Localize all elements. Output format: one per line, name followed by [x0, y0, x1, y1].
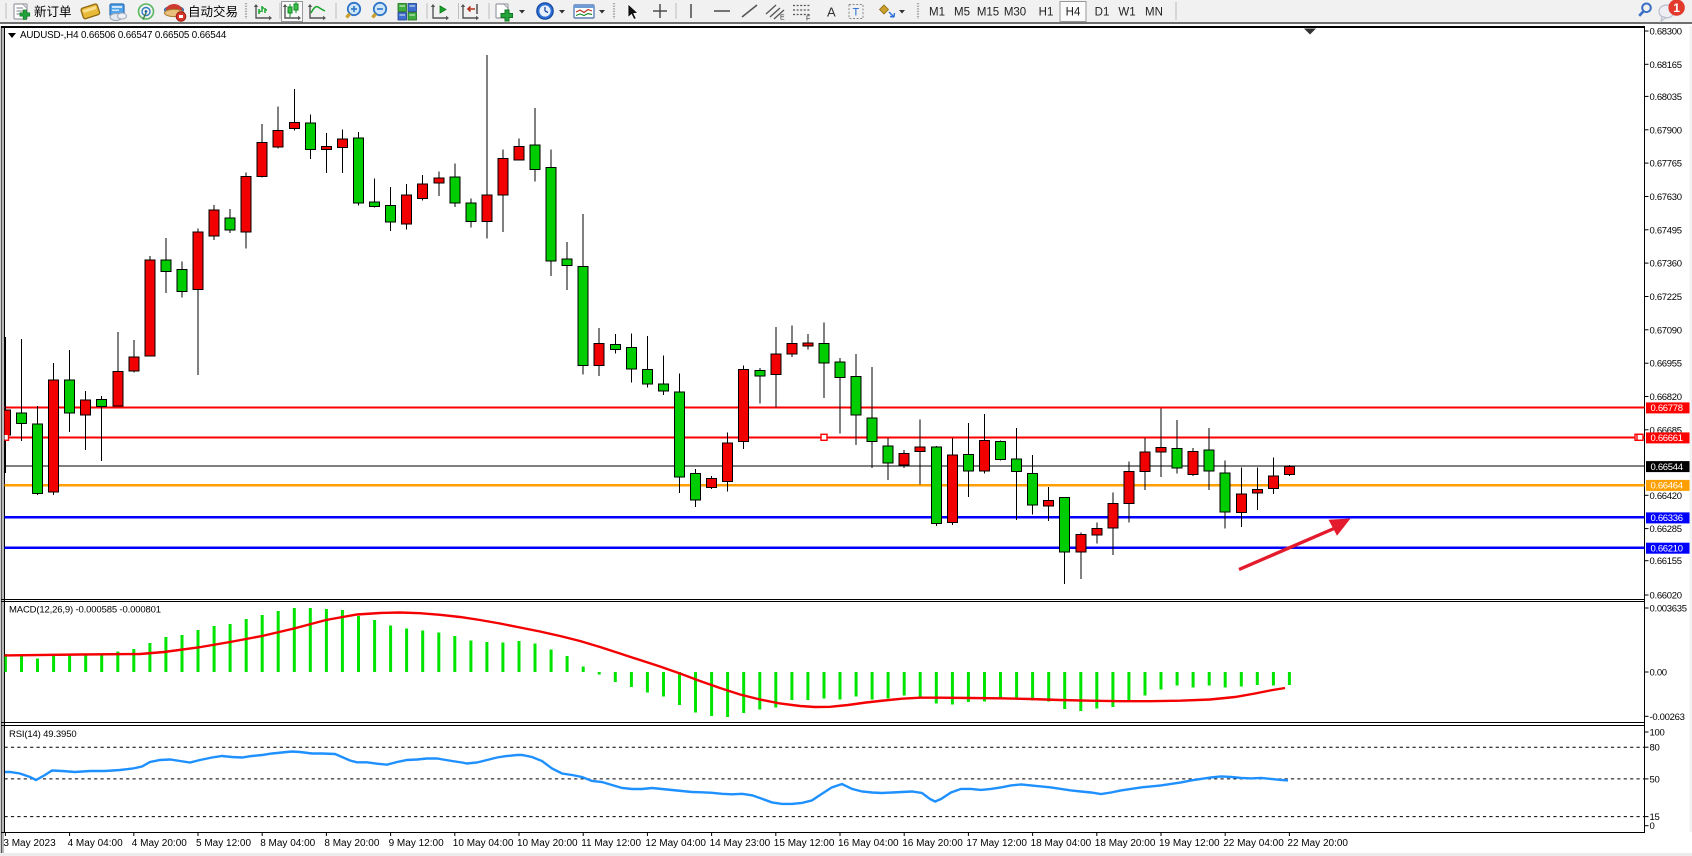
svg-text:0.66285: 0.66285: [1650, 524, 1682, 535]
svg-text:0.66210: 0.66210: [1651, 543, 1683, 554]
svg-text:0.66778: 0.66778: [1651, 403, 1683, 414]
svg-text:1: 1: [1673, 1, 1680, 15]
svg-text:0.68035: 0.68035: [1650, 92, 1682, 103]
svg-text:AUDUSD-,H4 0.66506 0.66547 0.: AUDUSD-,H4 0.66506 0.66547 0.66505 0.665…: [20, 30, 227, 41]
svg-text:12 May 04:00: 12 May 04:00: [645, 838, 706, 849]
svg-text:M1: M1: [929, 7, 945, 19]
svg-text:0.66661: 0.66661: [1651, 433, 1683, 444]
svg-text:0.66544: 0.66544: [1651, 462, 1683, 473]
svg-text:M15: M15: [977, 7, 999, 19]
svg-text:5 May 12:00: 5 May 12:00: [196, 838, 251, 849]
svg-text:0.66336: 0.66336: [1651, 513, 1683, 524]
svg-text:15 May 12:00: 15 May 12:00: [774, 838, 835, 849]
svg-text:16 May 20:00: 16 May 20:00: [902, 838, 963, 849]
svg-text:0.67900: 0.67900: [1650, 125, 1682, 136]
svg-text:14 May 23:00: 14 May 23:00: [710, 838, 771, 849]
svg-text:0.66420: 0.66420: [1650, 491, 1682, 502]
svg-text:22 May 20:00: 22 May 20:00: [1287, 838, 1348, 849]
svg-text:80: 80: [1650, 743, 1660, 754]
svg-text:H4: H4: [1066, 7, 1081, 19]
svg-text:0.66155: 0.66155: [1650, 556, 1682, 567]
svg-text:0.68300: 0.68300: [1650, 27, 1682, 38]
svg-text:0.67495: 0.67495: [1650, 225, 1682, 236]
svg-text:D1: D1: [1095, 7, 1110, 19]
svg-text:18 May 04:00: 18 May 04:00: [1031, 838, 1092, 849]
svg-text:0.67090: 0.67090: [1650, 325, 1682, 336]
svg-text:0.66955: 0.66955: [1650, 359, 1682, 370]
svg-text:100: 100: [1650, 728, 1665, 739]
svg-text:E: E: [780, 15, 785, 22]
svg-text:0.003635: 0.003635: [1650, 604, 1687, 615]
svg-text:M5: M5: [954, 7, 970, 19]
svg-text:10 May 20:00: 10 May 20:00: [517, 838, 578, 849]
svg-text:0.66685: 0.66685: [1650, 425, 1682, 436]
svg-text:0.00: 0.00: [1650, 668, 1667, 679]
svg-text:A: A: [827, 5, 836, 20]
svg-text:0.66464: 0.66464: [1651, 481, 1683, 492]
svg-text:4 May 20:00: 4 May 20:00: [132, 838, 187, 849]
svg-text:MN: MN: [1145, 7, 1163, 19]
svg-text:4 May 04:00: 4 May 04:00: [68, 838, 123, 849]
svg-text:10 May 04:00: 10 May 04:00: [453, 838, 514, 849]
svg-text:16 May 04:00: 16 May 04:00: [838, 838, 899, 849]
svg-text:22 May 04:00: 22 May 04:00: [1223, 838, 1284, 849]
svg-text:0.67765: 0.67765: [1650, 159, 1682, 170]
svg-text:15: 15: [1650, 812, 1660, 823]
svg-text:H1: H1: [1039, 7, 1054, 19]
svg-text:8 May 04:00: 8 May 04:00: [260, 838, 315, 849]
svg-text:0.67630: 0.67630: [1650, 192, 1682, 203]
svg-text:0.67360: 0.67360: [1650, 259, 1682, 270]
svg-text:0.66820: 0.66820: [1650, 392, 1682, 403]
svg-text:18 May 20:00: 18 May 20:00: [1095, 838, 1156, 849]
svg-text:新订单: 新订单: [34, 4, 72, 19]
svg-text:0.68165: 0.68165: [1650, 60, 1682, 71]
svg-text:17 May 12:00: 17 May 12:00: [966, 838, 1027, 849]
svg-text:RSI(14) 49.3950: RSI(14) 49.3950: [9, 729, 76, 740]
svg-text:19 May 12:00: 19 May 12:00: [1159, 838, 1220, 849]
svg-text:自动交易: 自动交易: [188, 4, 238, 19]
svg-text:9 May 12:00: 9 May 12:00: [389, 838, 444, 849]
svg-text:0.66020: 0.66020: [1650, 591, 1682, 602]
svg-text:3 May 2023: 3 May 2023: [3, 838, 56, 849]
svg-text:0: 0: [1650, 821, 1655, 832]
svg-text:11 May 12:00: 11 May 12:00: [581, 838, 641, 849]
svg-text:50: 50: [1650, 774, 1660, 785]
svg-text:MACD(12,26,9) -0.000585 -0.000: MACD(12,26,9) -0.000585 -0.000801: [9, 605, 161, 616]
svg-text:M30: M30: [1004, 7, 1026, 19]
svg-text:W1: W1: [1118, 7, 1135, 19]
svg-text:0.67225: 0.67225: [1650, 292, 1682, 303]
svg-text:T: T: [853, 7, 860, 19]
svg-text:8 May 20:00: 8 May 20:00: [324, 838, 379, 849]
svg-text:-0.00263: -0.00263: [1650, 712, 1685, 723]
svg-text:F: F: [806, 16, 810, 23]
